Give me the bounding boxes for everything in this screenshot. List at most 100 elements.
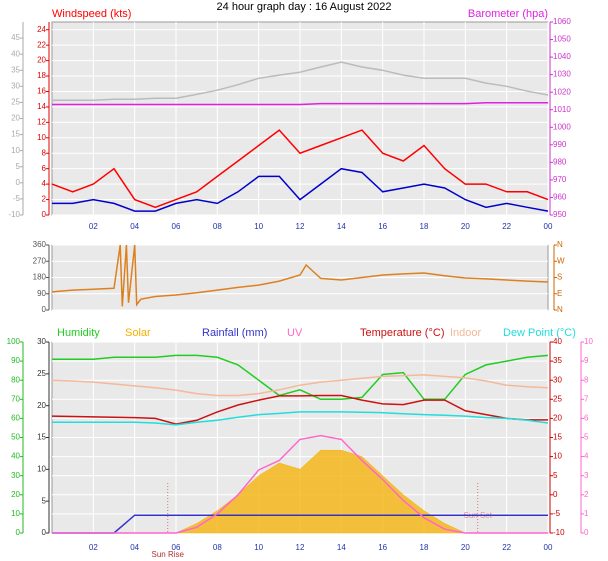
y2-tick-label: 1030 [553,70,571,79]
y3-tick-label: -5 [13,194,21,203]
y-tick-label: 2 [42,195,47,204]
y3-tick-label: 3 [584,471,589,480]
x-tick-label: 16 [378,543,387,552]
y2-tick-label: S [557,273,562,282]
x-tick-label: 10 [254,222,263,231]
y4-tick-label: 30 [553,375,562,384]
y-tick-label: 60 [11,414,20,423]
y2-tick-label: 980 [553,157,567,166]
y3-tick-label: 5 [16,162,21,171]
x-tick-label: 08 [213,543,222,552]
y4-tick-label: 15 [553,433,562,442]
x-tick-label: 14 [337,543,346,552]
x-tick-label: 00 [544,222,553,231]
legend-entry: Indoor [450,327,482,339]
series-line [52,61,549,101]
series-line [52,167,549,212]
y-tick-label: 50 [11,433,20,442]
legend-entry: UV [287,327,303,339]
x-tick-label: 02 [89,222,98,231]
series-line [52,101,548,106]
y2-tick-label: 990 [553,140,567,149]
y2-tick-label: 20 [37,401,46,410]
y2-tick-label: 1050 [553,35,571,44]
y3-tick-label: 0 [16,178,21,187]
y2-tick-label: N [557,305,563,314]
y3-tick-label: 0 [584,528,589,537]
y3-tick-label: 2 [584,490,589,499]
legend-entry: Barometer (hpa) [468,8,548,20]
y-tick-label: 22 [37,40,46,49]
legend-entry: Windspeed (kts) [52,8,131,20]
y-tick-label: 18 [37,71,46,80]
y-tick-label: 14 [37,102,46,111]
x-tick-label: 22 [502,543,511,552]
y-tick-label: 24 [37,25,46,34]
y2-tick-label: N [557,240,563,249]
y3-tick-label: 6 [584,414,589,423]
y2-tick-label: 15 [37,433,46,442]
x-tick-label: 08 [213,222,222,231]
y4-tick-label: 35 [553,356,562,365]
x-tick-label: 12 [296,543,305,552]
x-tick-label: 18 [420,222,429,231]
y2-tick-label: 1040 [553,52,571,61]
y-tick-label: 20 [37,56,46,65]
x-tick-label: 10 [254,543,263,552]
y3-tick-label: 40 [11,49,20,58]
x-tick-label: 02 [89,543,98,552]
y2-tick-label: 970 [553,175,567,184]
y-tick-label: 30 [11,471,20,480]
y-tick-label: 40 [11,452,20,461]
y2-tick-label: 1000 [553,122,571,131]
y2-tick-label: 0 [42,528,47,537]
y2-tick-label: 950 [553,210,567,219]
legend-entry: Temperature (°C) [360,327,444,339]
y-tick-label: 90 [11,356,20,365]
y4-tick-label: 5 [553,471,558,480]
y3-tick-label: 4 [584,452,589,461]
y3-tick-label: 1 [584,509,589,518]
x-tick-label: 12 [296,222,305,231]
y4-tick-label: 10 [553,452,562,461]
y2-tick-label: 1020 [553,87,571,96]
y3-tick-label: 20 [11,114,20,123]
series-line [51,129,549,209]
series-line [52,514,548,534]
y3-tick-label: 15 [11,130,20,139]
x-tick-label: 04 [130,222,139,231]
y2-tick-label: 960 [553,193,567,202]
y3-tick-label: 8 [584,375,589,384]
x-tick-label: 06 [172,222,181,231]
y-tick-label: 0 [42,305,47,314]
y-tick-label: 360 [33,240,47,249]
x-tick-label: 18 [420,543,429,552]
y2-tick-label: 5 [42,496,47,505]
legend-entry: Humidity [57,327,100,339]
chart-title: 24 hour graph day : 16 August 2022 [217,1,392,13]
y2-tick-label: E [557,289,562,298]
y-tick-label: 4 [42,179,47,188]
y2-tick-label: 10 [37,464,46,473]
y4-tick-label: 25 [553,394,562,403]
y3-tick-label: 10 [11,146,20,155]
y3-tick-label: 10 [584,337,593,346]
y-tick-label: 80 [11,375,20,384]
x-tick-label: 04 [130,543,139,552]
x-tick-label: 06 [172,543,181,552]
y-tick-label: 70 [11,394,20,403]
y-tick-label: 16 [37,87,46,96]
y-tick-label: 270 [33,256,47,265]
series-line [51,244,549,307]
x-tick-label: 22 [502,222,511,231]
legend-entry: Solar [125,327,151,339]
y-tick-label: 90 [37,289,46,298]
x-tick-label: 00 [544,543,553,552]
y4-tick-label: 40 [553,337,562,346]
x-tick-label: 20 [461,543,470,552]
y3-tick-label: -10 [8,210,20,219]
y-tick-label: 180 [33,273,47,282]
y3-tick-label: 35 [11,65,20,74]
y2-tick-label: 1060 [553,17,571,26]
